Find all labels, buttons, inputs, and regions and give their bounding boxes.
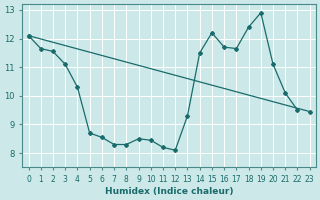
X-axis label: Humidex (Indice chaleur): Humidex (Indice chaleur) [105,187,233,196]
